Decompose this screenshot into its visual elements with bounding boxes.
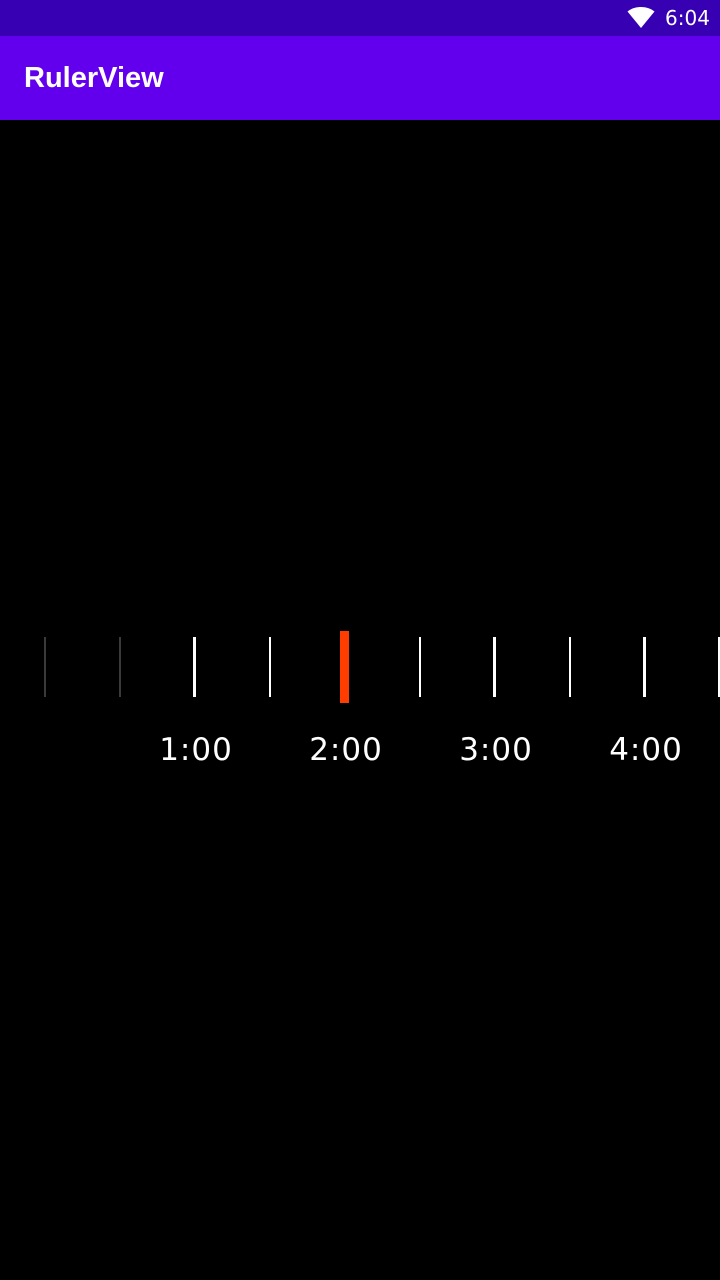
ruler-tick — [419, 637, 421, 697]
ruler-tick — [718, 637, 720, 697]
ruler-label-2: 2:00 — [309, 732, 383, 768]
ruler-view[interactable]: 1:00 2:00 3:00 4:00 — [0, 600, 720, 800]
ruler-label-3: 3:00 — [459, 732, 533, 768]
ruler-tick-major — [493, 637, 496, 697]
ruler-tick-major — [643, 637, 646, 697]
status-bar: 6:04 — [0, 0, 720, 36]
ruler-tick — [44, 637, 46, 697]
ruler-label-4: 4:00 — [609, 732, 683, 768]
ruler-indicator — [340, 631, 349, 703]
ruler-tick-major — [193, 637, 196, 697]
status-time: 6:04 — [665, 6, 710, 30]
wifi-icon — [627, 7, 655, 28]
app-title: RulerView — [24, 62, 164, 94]
ruler-tick — [569, 637, 571, 697]
ruler-tick — [119, 637, 121, 697]
ruler-tick — [269, 637, 271, 697]
ruler-label-1: 1:00 — [159, 732, 233, 768]
app-bar: RulerView — [0, 36, 720, 120]
